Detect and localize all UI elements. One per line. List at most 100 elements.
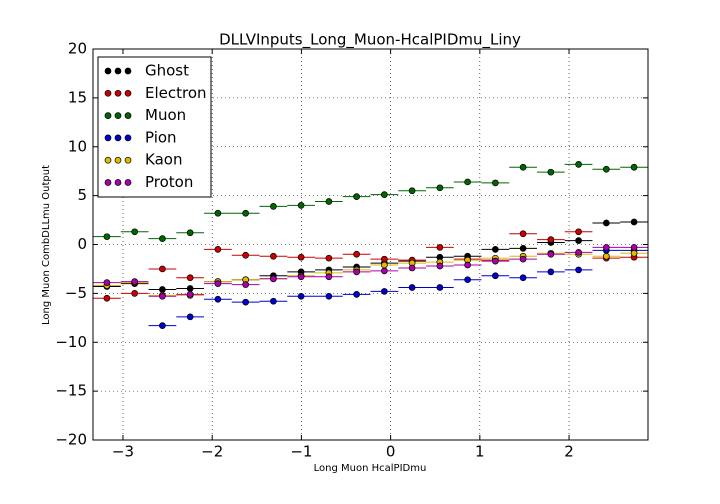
marker [464,276,471,284]
legend-marker [104,134,112,142]
legend-marker [104,179,112,186]
marker [297,202,305,209]
marker [103,294,111,302]
marker [408,187,416,195]
marker [325,254,333,262]
marker [186,291,194,298]
legend-marker [104,67,112,75]
marker [159,322,166,329]
legend-marker [104,89,112,97]
legend-marker [114,134,122,142]
marker [381,267,388,275]
legend-marker [114,89,122,97]
marker [131,290,139,297]
marker [214,280,222,287]
x-tick-label: 1 [475,443,485,461]
marker [602,244,610,251]
x-tick-label: 2 [564,443,574,461]
x-tick-label: −2 [201,443,223,461]
marker [519,163,527,171]
marker [575,266,582,274]
marker [186,285,194,292]
marker [242,251,249,259]
marker [159,235,166,242]
marker [408,264,416,272]
marker [519,230,527,238]
y-tick-label: 15 [68,88,87,106]
marker [242,298,249,306]
marker [242,209,249,217]
legend-marker [114,156,122,164]
marker [575,228,582,236]
marker [297,253,305,261]
y-tick-label: 5 [77,186,87,204]
legend-label: Proton [145,173,193,191]
legend-marker [124,112,132,119]
marker [103,279,111,286]
legend-marker [114,67,122,75]
legend-marker [114,112,122,119]
legend-label: Ghost [145,62,189,80]
legend-marker [114,179,122,186]
marker [408,284,416,291]
marker [630,163,638,171]
marker [131,278,139,285]
marker [464,178,471,186]
legend-marker [124,179,132,186]
marker [492,257,499,265]
plot-frame [92,48,649,441]
y-axis-label: Long Muon CombDLLmu Output [41,165,52,325]
legend-marker [104,156,112,164]
marker [270,252,277,260]
marker [602,165,610,173]
marker [602,219,610,227]
marker [159,265,166,273]
marker [519,245,527,252]
marker [159,286,166,293]
y-tick-label: 0 [77,235,87,253]
marker [325,198,333,205]
marker [436,262,444,270]
marker [519,255,527,263]
marker [436,284,444,291]
legend-label: Pion [145,128,177,146]
marker [270,297,277,305]
marker [436,244,444,251]
marker [547,268,555,276]
marker [630,218,638,226]
marker [630,249,638,257]
marker [547,168,555,176]
marker [103,233,111,241]
marker [575,248,582,256]
legend-label: Kaon [145,151,182,169]
marker [492,246,499,253]
marker [214,209,222,217]
y-tick-label: −5 [65,284,87,302]
marker [381,288,388,295]
marker [353,193,360,200]
marker [186,313,194,321]
marker [242,281,249,288]
legend-box [97,56,212,198]
legend: Ghost Electron Muon Pion Kaon Proton [97,56,212,198]
marker [575,160,582,168]
marker [353,250,360,258]
x-tick-label: −3 [112,443,134,461]
legend-marker [124,156,132,164]
y-tick-label: −20 [55,431,87,449]
marker [602,252,610,260]
legend-label: Electron [145,84,207,102]
marker [297,273,305,281]
y-tick-label: 20 [68,40,87,58]
legend-marker [124,89,132,97]
marker [381,261,388,269]
marker [214,295,222,303]
marker [547,250,555,258]
legend-marker [124,67,132,75]
y-tick-label: −10 [55,333,87,351]
marker [270,275,277,283]
marker [381,191,388,198]
legend-marker [104,112,112,119]
